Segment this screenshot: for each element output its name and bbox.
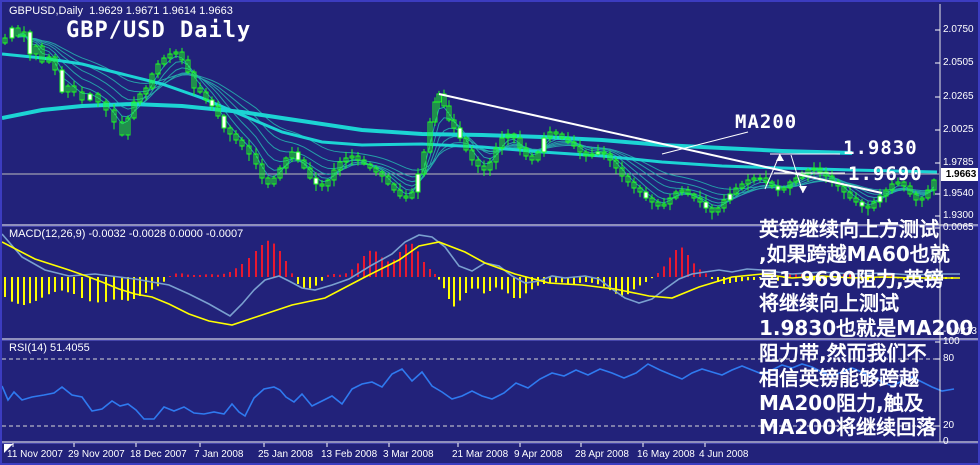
date-tick-label: 9 Apr 2008 [514, 449, 563, 460]
date-tick-label: 3 Mar 2008 [383, 449, 434, 460]
analysis-note-line: 英镑继续向上方测试 [759, 217, 939, 241]
price-tick-label: 2.0025 [943, 124, 974, 135]
date-tick-label: 16 May 2008 [637, 449, 695, 460]
rsi-pane [2, 358, 955, 427]
chart-title: GBP/USD Daily [66, 18, 252, 43]
analysis-note-line: 阻力带,然而我们不 [759, 340, 927, 365]
macd-indicator-label: MACD(12,26,9) -0.0032 -0.0028 0.0000 -0.… [9, 228, 243, 240]
price-tick-label: 1.9540 [943, 188, 974, 199]
macd-values: -0.0032 -0.0028 0.0000 -0.0007 [88, 228, 244, 240]
price-tick-label: 1.9300 [943, 210, 974, 221]
scroll-marker [4, 444, 13, 453]
resistance-19830-label: 1.9830 [843, 137, 918, 159]
date-tick-label: 29 Nov 2007 [68, 449, 125, 460]
pane-separators [2, 4, 978, 447]
date-tick-label: 11 Nov 2007 [7, 449, 63, 460]
analysis-note-line: ,如果跨越MA60也就 [759, 241, 950, 266]
resistance-19690-label: 1.9690 [848, 163, 923, 185]
date-tick-label: 25 Jan 2008 [258, 449, 314, 460]
macd-scale-label: 0.0065 [943, 222, 974, 233]
rsi-scale-label: 0 [943, 436, 949, 447]
current-price-badge: 1.9663 [941, 168, 978, 181]
analysis-note-line: MA200将继续回落 [759, 415, 937, 440]
analysis-note-line: 相信英镑能够跨越 [759, 365, 919, 390]
price-tick-label: 1.9785 [943, 157, 974, 168]
macd-name: MACD(12,26,9) [9, 228, 86, 240]
rsi-scale-label: 100 [943, 336, 960, 347]
date-tick-label: 4 Jun 2008 [699, 449, 749, 460]
rsi-value: 51.4055 [49, 342, 90, 354]
candlesticks [2, 25, 937, 220]
date-tick-label: 28 Apr 2008 [575, 449, 629, 460]
ma200-annotation-label: MA200 [735, 111, 798, 133]
rsi-scale-label: 80 [943, 353, 955, 364]
analysis-note: 英镑继续向上方测试 ,如果跨越MA60也就 是1.9690阻力,英镑 将继续向上测试 1… [759, 217, 978, 440]
price-tick-label: 2.0750 [943, 24, 974, 35]
date-tick-label: 18 Dec 2007 [130, 449, 187, 460]
price-tick-label: 2.0265 [943, 91, 974, 102]
date-tick-label: 21 Mar 2008 [452, 449, 509, 460]
date-tick-label: 7 Jan 2008 [194, 449, 244, 460]
trendline-annotations [438, 93, 883, 194]
symbol-ohlc-label: GBPUSD,Daily 1.9629 1.9671 1.9614 1.9663 [9, 5, 233, 17]
date-tick-label: 13 Feb 2008 [321, 449, 378, 460]
rsi-name: RSI(14) [9, 342, 47, 354]
analysis-note-line: MA200阻力,触及 [759, 390, 924, 415]
rsi-scale-label: 20 [943, 420, 955, 431]
analysis-note-line: 将继续向上测试 [759, 291, 899, 316]
analysis-note-line: 是1.9690阻力,英镑 [759, 266, 944, 291]
rsi-indicator-label: RSI(14) 51.4055 [9, 342, 90, 354]
macd-scale-label: -0.0213 [943, 326, 977, 337]
analysis-note-line: 1.9830也就是MA200 [759, 316, 974, 341]
macd-pane [2, 233, 960, 326]
price-tick-label: 2.0505 [943, 57, 974, 68]
